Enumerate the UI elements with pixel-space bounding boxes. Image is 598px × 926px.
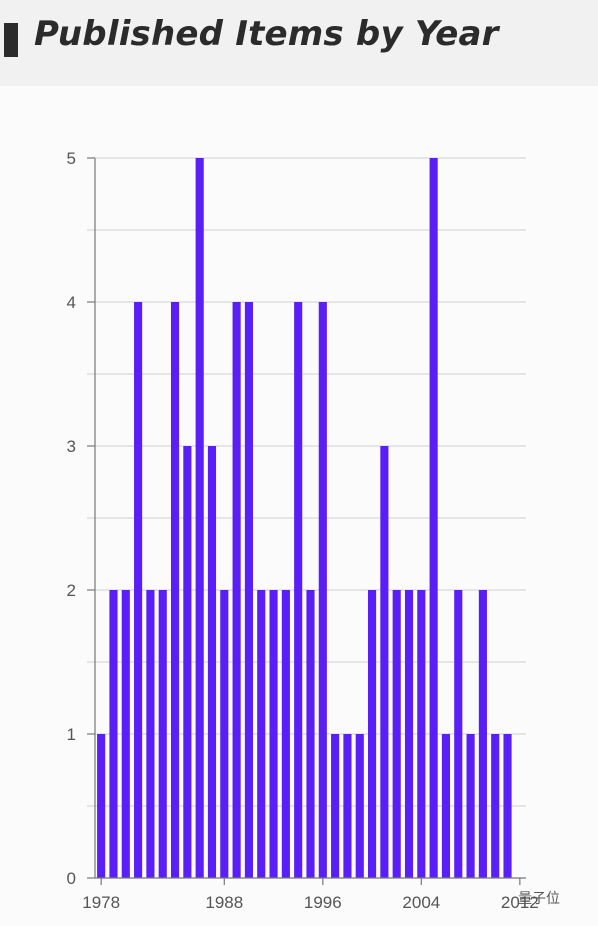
bar <box>491 734 500 878</box>
x-tick-label: 1978 <box>82 893 120 912</box>
bar <box>170 302 180 878</box>
x-tick-label: 1996 <box>304 893 342 912</box>
bar <box>380 446 389 878</box>
bar <box>294 302 303 878</box>
bar <box>281 590 290 878</box>
x-tick-label: 2012 <box>501 893 539 912</box>
bar <box>355 734 364 878</box>
bar <box>207 446 217 878</box>
y-tick-label: 2 <box>67 581 76 600</box>
bar <box>121 590 130 878</box>
bar <box>466 734 475 878</box>
bar <box>183 446 192 878</box>
bar <box>429 158 438 878</box>
bar <box>232 302 241 878</box>
bar <box>195 158 204 878</box>
bar <box>417 590 426 878</box>
bar <box>306 590 315 878</box>
bar <box>109 590 118 878</box>
bar <box>343 734 352 878</box>
bar <box>269 590 278 878</box>
bar <box>158 590 167 878</box>
bar <box>404 590 414 878</box>
bar <box>392 590 401 878</box>
y-tick-label: 0 <box>67 869 76 888</box>
bar <box>318 302 327 878</box>
bar <box>244 302 253 878</box>
y-tick-label: 5 <box>67 149 76 168</box>
y-tick-label: 1 <box>67 725 76 744</box>
x-tick-label: 1988 <box>205 893 243 912</box>
bar <box>441 734 451 878</box>
bar <box>368 590 377 878</box>
chart-header: Published Items by Year <box>0 0 598 86</box>
bar <box>97 734 106 878</box>
y-tick-label: 3 <box>67 437 76 456</box>
y-tick-label: 4 <box>67 293 76 312</box>
header-accent-bar <box>4 23 18 57</box>
bar <box>257 590 266 878</box>
bar <box>478 590 487 878</box>
watermark-text: 量子位 <box>518 890 560 906</box>
bar <box>220 590 229 878</box>
bar <box>134 302 143 878</box>
bar <box>146 590 155 878</box>
page-title: Published Items by Year <box>34 14 499 54</box>
x-tick-label: 2004 <box>402 893 440 912</box>
bar <box>503 734 512 878</box>
bar <box>331 734 340 878</box>
bar <box>454 590 463 878</box>
